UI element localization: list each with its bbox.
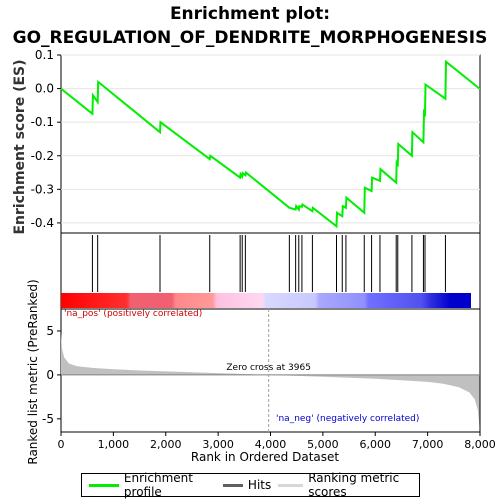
es-y-ticks: 0.1 0.0 -0.1 -0.2 -0.3 -0.4 — [31, 48, 61, 230]
es-gridlines — [61, 54, 480, 224]
es-y-axis-label: Enrichment score (ES) — [12, 59, 28, 234]
rank-x-ticks: 0 1,000 2,000 3,000 4,000 5,000 6,000 7,000 8,00… — [58, 432, 496, 451]
rank-y-tick-label: 0 — [46, 368, 54, 382]
es-y-tick-label: 0.0 — [35, 82, 54, 96]
x-tick-label: 1,000 — [98, 438, 130, 451]
x-axis-label: Rank in Ordered Dataset — [191, 450, 339, 464]
enrichment-profile-line — [60, 59, 481, 229]
x-tick-label: 6,000 — [360, 438, 392, 451]
rank-y-ticks: 5 0 -5 — [42, 324, 61, 426]
ranked-metric-panel: Zero cross at 3965 'na_pos' (positively … — [42, 308, 496, 451]
hits-panel — [60, 232, 481, 310]
legend-label-enrichment: Enrichment profile — [123, 471, 193, 499]
legend-label-hits: Hits — [247, 478, 272, 492]
legend-swatch-hits — [222, 483, 243, 487]
x-tick-label: 5,000 — [307, 438, 339, 451]
legend-item-ranking: Ranking metric scores — [278, 471, 419, 499]
x-tick-label: 7,000 — [412, 438, 444, 451]
es-panel: 0.1 0.0 -0.1 -0.2 -0.3 -0.4 — [31, 48, 481, 234]
rank-y-tick-label: -5 — [42, 412, 54, 426]
chart-title-line-2: GO_REGULATION_OF_DENDRITE_MORPHOGENESIS — [12, 28, 488, 48]
legend-item-enrichment: Enrichment profile — [89, 471, 216, 499]
rank-y-tick-label: 5 — [46, 324, 54, 338]
es-y-tick-label: 0.1 — [35, 48, 54, 62]
zero-cross-label: Zero cross at 3965 — [226, 363, 311, 373]
hit-markers — [91, 235, 446, 292]
chart-title-line-1: Enrichment plot: — [169, 4, 331, 24]
neg-label: 'na_neg' (negatively correlated) — [276, 414, 419, 424]
x-tick-label: 8,000 — [464, 438, 496, 451]
legend: Enrichment profile Hits Ranking metric s… — [81, 471, 420, 499]
rank-y-axis-label: Ranked list metric (PreRanked) — [26, 279, 40, 464]
legend-label-ranking: Ranking metric scores — [308, 471, 400, 499]
ranking-color-bar — [61, 293, 471, 308]
pos-label: 'na_pos' (positively correlated) — [64, 309, 202, 319]
legend-item-hits: Hits — [222, 478, 272, 492]
x-tick-label: 2,000 — [150, 438, 182, 451]
x-tick-label: 3,000 — [202, 438, 234, 451]
legend-swatch-enrichment — [89, 483, 119, 487]
x-tick-label: 4,000 — [255, 438, 287, 451]
es-y-tick-label: -0.2 — [31, 149, 54, 163]
es-y-tick-label: -0.1 — [31, 115, 54, 129]
es-y-tick-label: -0.4 — [31, 216, 54, 230]
x-tick-label: 0 — [58, 438, 65, 451]
es-y-tick-label: -0.3 — [31, 182, 54, 196]
legend-swatch-ranking — [278, 483, 304, 487]
